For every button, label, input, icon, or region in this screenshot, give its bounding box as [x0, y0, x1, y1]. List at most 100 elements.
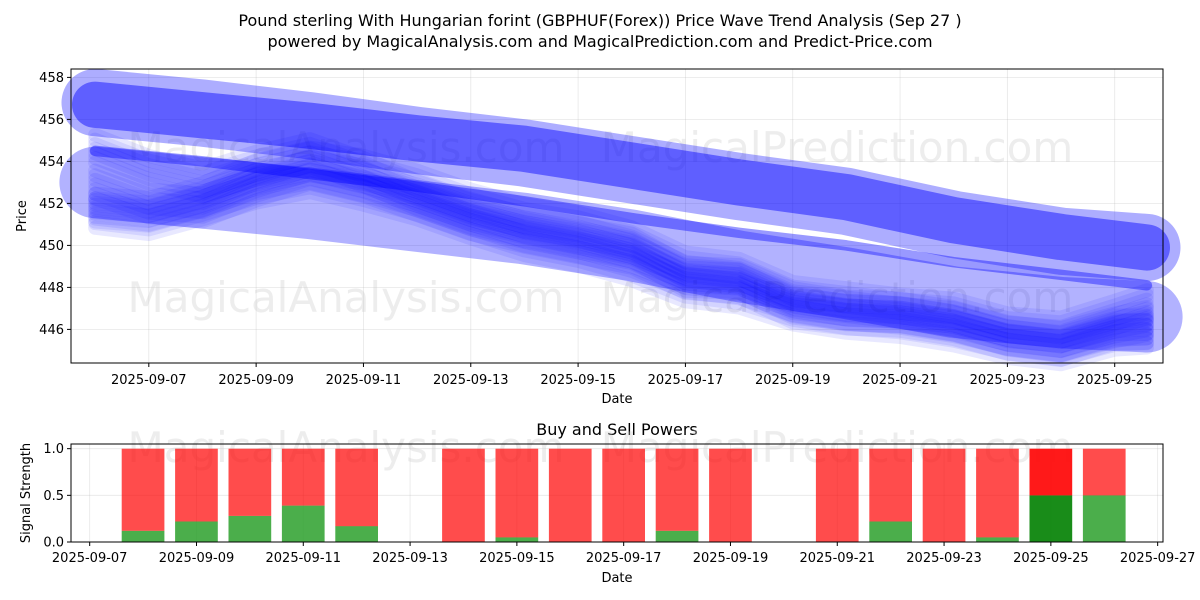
price-wave-line	[88, 151, 1154, 359]
price-wave-line	[88, 127, 1154, 336]
price-wave-line	[88, 162, 1154, 354]
buy-power-bar	[121, 530, 165, 542]
price-wave-line	[88, 137, 1154, 345]
price-wave-line	[88, 171, 1154, 358]
price-wave-line	[88, 175, 1154, 362]
signal-x-tick-label: 2025-09-11	[266, 551, 342, 566]
signal-x-tick-label: 2025-09-21	[799, 551, 875, 566]
price-wave-plot: MagicalAnalysis.com MagicalPrediction.com…	[15, 68, 1183, 407]
price-y-ticks: 446 448 450 452 454 456 458	[39, 71, 71, 338]
price-wave-line	[88, 155, 1154, 363]
sell-power-bar	[922, 448, 966, 542]
buy-power-bar	[335, 526, 378, 542]
sell-power-bar	[495, 448, 539, 538]
sell-power-bar	[1029, 448, 1073, 496]
price-x-tick-label: 2025-09-13	[433, 373, 509, 388]
buy-power-bar	[655, 530, 699, 542]
price-x-tick-label: 2025-09-19	[755, 373, 831, 388]
signal-x-axis-label: Date	[601, 571, 632, 586]
price-x-tick-label: 2025-09-11	[326, 373, 402, 388]
signal-y-axis-label: Signal Strength	[19, 443, 34, 543]
signal-x-tick-label: 2025-09-17	[586, 551, 662, 566]
chart-subtitle: powered by MagicalAnalysis.com and Magic…	[267, 32, 932, 51]
price-x-tick-label: 2025-09-21	[862, 373, 938, 388]
price-wave-line	[88, 141, 1154, 349]
price-y-tick-label: 458	[39, 71, 64, 86]
sell-power-bar	[228, 448, 272, 516]
watermark-text: MagicalAnalysis.com	[128, 123, 565, 172]
price-y-tick-label: 448	[39, 281, 64, 296]
price-wave-line	[88, 185, 1154, 372]
price-wave-line	[88, 148, 1154, 340]
price-wave-band	[59, 146, 1183, 353]
sell-power-bar	[815, 448, 859, 542]
sell-power-bar	[655, 448, 699, 531]
sell-power-bar	[1082, 448, 1126, 496]
signal-x-tick-label: 2025-09-09	[159, 551, 235, 566]
signal-x-tick-label: 2025-09-15	[479, 551, 555, 566]
signal-y-tick-label: 1.0	[43, 442, 64, 457]
watermark-text: MagicalPrediction.com	[601, 123, 1074, 172]
price-wave-line	[88, 149, 1154, 334]
signal-x-tick-label: 2025-09-19	[693, 551, 769, 566]
price-y-tick-label: 452	[39, 197, 64, 212]
chart-title: Pound sterling With Hungarian forint (GB…	[238, 11, 961, 30]
signal-plot-frame	[70, 443, 1164, 543]
price-watermarks: MagicalAnalysis.com MagicalPrediction.com…	[128, 123, 1074, 322]
price-wave-line	[88, 163, 1154, 348]
signal-x-tick-label: 2025-09-07	[52, 551, 128, 566]
price-y-axis-label: Price	[15, 200, 30, 232]
signal-x-tick-label: 2025-09-23	[906, 551, 982, 566]
price-x-tick-label: 2025-09-09	[218, 373, 294, 388]
price-wave-bands	[59, 69, 1183, 372]
price-x-tick-label: 2025-09-17	[648, 373, 724, 388]
watermark-text: MagicalAnalysis.com	[128, 273, 565, 322]
signal-y-ticks: 0.0 0.5 1.0	[43, 442, 71, 551]
sell-power-bar	[121, 448, 165, 531]
price-y-tick-label: 456	[39, 113, 64, 128]
sell-power-bar	[442, 448, 485, 542]
buy-power-bar	[1082, 495, 1126, 542]
signal-y-tick-label: 0.5	[43, 489, 64, 504]
price-wave-line	[88, 159, 1154, 344]
buy-power-bar	[1029, 495, 1073, 542]
watermark-text: MagicalPrediction.com	[601, 273, 1074, 322]
price-wave-line	[88, 158, 1154, 349]
buy-power-bar	[175, 521, 218, 542]
price-wave-line	[88, 167, 1154, 358]
sell-power-bar	[281, 448, 325, 506]
price-wave-line	[88, 180, 1154, 367]
price-x-tick-label: 2025-09-23	[970, 373, 1046, 388]
price-plot-frame	[70, 68, 1164, 364]
price-x-tick-label: 2025-09-07	[111, 373, 187, 388]
price-x-tick-label: 2025-09-25	[1077, 373, 1153, 388]
signal-bar-plot: Buy and Sell Powers MagicalAnalysis.com M…	[19, 420, 1195, 586]
price-grid	[71, 69, 1163, 363]
price-wave-line	[88, 145, 1154, 330]
sell-power-bar	[175, 448, 218, 522]
sell-power-bar	[335, 448, 378, 527]
signal-x-tick-label: 2025-09-13	[372, 551, 448, 566]
buy-power-bar	[976, 537, 1019, 542]
price-wave-line	[88, 157, 1154, 344]
signal-chart-title: Buy and Sell Powers	[536, 420, 698, 439]
sell-power-bar	[869, 448, 912, 522]
price-y-tick-label: 454	[39, 155, 64, 170]
sell-power-bar	[709, 448, 752, 542]
price-x-ticks: 2025-09-07 2025-09-09 2025-09-11 2025-09-13…	[111, 363, 1152, 388]
sell-power-bar	[602, 448, 645, 542]
signal-y-tick-label: 0.0	[43, 536, 64, 551]
price-wave-line	[88, 166, 1154, 353]
price-wave-line	[88, 154, 1154, 339]
signal-bars	[121, 448, 1126, 542]
price-x-tick-label: 2025-09-15	[540, 373, 616, 388]
price-y-tick-label: 446	[39, 323, 64, 338]
price-wave-line	[88, 168, 1154, 353]
buy-power-bar	[495, 537, 539, 542]
price-wave-line	[88, 176, 1154, 368]
price-wave-line	[88, 146, 1154, 354]
price-x-axis-label: Date	[601, 392, 632, 407]
price-wave-line	[88, 172, 1154, 363]
buy-power-bar	[869, 521, 912, 542]
